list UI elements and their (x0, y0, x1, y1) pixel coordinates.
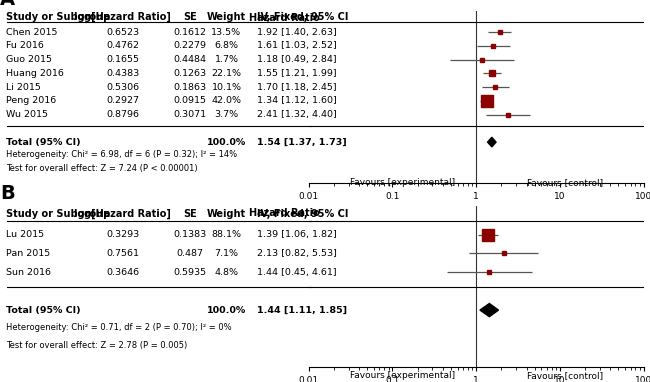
Text: 0.1612: 0.1612 (174, 28, 206, 37)
Text: 2.41 [1.32, 4.40]: 2.41 [1.32, 4.40] (257, 110, 337, 119)
Text: 0.5935: 0.5935 (174, 268, 206, 277)
Text: A: A (1, 0, 16, 9)
Text: 13.5%: 13.5% (211, 28, 242, 37)
Text: 1.39 [1.06, 1.82]: 1.39 [1.06, 1.82] (257, 230, 337, 239)
Text: 0.487: 0.487 (176, 249, 203, 258)
Text: Fu 2016: Fu 2016 (6, 41, 44, 50)
Text: 1.92 [1.40, 2.63]: 1.92 [1.40, 2.63] (257, 28, 337, 37)
Text: 0.6523: 0.6523 (106, 28, 139, 37)
Text: 88.1%: 88.1% (211, 230, 241, 239)
Text: Favours [control]: Favours [control] (527, 371, 604, 380)
Text: log[Hazard Ratio]: log[Hazard Ratio] (74, 12, 171, 22)
Text: 1.44 [0.45, 4.61]: 1.44 [0.45, 4.61] (257, 268, 337, 277)
Text: 0.1655: 0.1655 (106, 55, 139, 64)
Text: 0.4484: 0.4484 (174, 55, 206, 64)
Text: 42.0%: 42.0% (211, 96, 241, 105)
Text: 0.4383: 0.4383 (106, 69, 139, 78)
Text: 0.8796: 0.8796 (106, 110, 139, 119)
Text: Favours [experimental]: Favours [experimental] (350, 178, 456, 187)
Text: 0.3071: 0.3071 (174, 110, 206, 119)
Text: 7.1%: 7.1% (214, 249, 239, 258)
Text: 0.2927: 0.2927 (106, 96, 139, 105)
Text: Peng 2016: Peng 2016 (6, 96, 57, 105)
Text: SE: SE (183, 209, 197, 219)
Text: Total (95% CI): Total (95% CI) (6, 306, 81, 315)
Text: 1.18 [0.49, 2.84]: 1.18 [0.49, 2.84] (257, 55, 337, 64)
Text: 0.2279: 0.2279 (174, 41, 206, 50)
Text: 0.1863: 0.1863 (174, 83, 206, 92)
Text: Weight: Weight (207, 12, 246, 22)
Text: 0.0915: 0.0915 (174, 96, 206, 105)
Text: Huang 2016: Huang 2016 (6, 69, 64, 78)
Text: 6.8%: 6.8% (214, 41, 239, 50)
Text: Test for overall effect: Z = 7.24 (P < 0.00001): Test for overall effect: Z = 7.24 (P < 0… (6, 164, 198, 173)
Text: Heterogeneity: Chi² = 6.98, df = 6 (P = 0.32); I² = 14%: Heterogeneity: Chi² = 6.98, df = 6 (P = … (6, 150, 238, 159)
Text: 0.3293: 0.3293 (106, 230, 139, 239)
Text: 100.0%: 100.0% (207, 138, 246, 147)
Text: Total (95% CI): Total (95% CI) (6, 138, 81, 147)
Polygon shape (480, 303, 499, 317)
Text: 1.44 [1.11, 1.85]: 1.44 [1.11, 1.85] (257, 306, 347, 315)
Text: 4.8%: 4.8% (214, 268, 239, 277)
Text: Lu 2015: Lu 2015 (6, 230, 45, 239)
Text: 0.1263: 0.1263 (174, 69, 206, 78)
Text: IV, Fixed, 95% CI: IV, Fixed, 95% CI (257, 12, 348, 22)
Text: Li 2015: Li 2015 (6, 83, 42, 92)
Text: 0.4762: 0.4762 (106, 41, 139, 50)
Text: 1.34 [1.12, 1.60]: 1.34 [1.12, 1.60] (257, 96, 337, 105)
Text: Pan 2015: Pan 2015 (6, 249, 51, 258)
Text: Heterogeneity: Chi² = 0.71, df = 2 (P = 0.70); I² = 0%: Heterogeneity: Chi² = 0.71, df = 2 (P = … (6, 322, 232, 332)
Text: SE: SE (183, 12, 197, 22)
Text: Study or Subgroup: Study or Subgroup (6, 12, 110, 22)
Text: Guo 2015: Guo 2015 (6, 55, 53, 64)
Text: 10.1%: 10.1% (211, 83, 241, 92)
Text: Hazard Ratio: Hazard Ratio (249, 13, 320, 23)
Text: IV, Fixed, 95% CI: IV, Fixed, 95% CI (257, 209, 348, 219)
Polygon shape (488, 137, 496, 147)
Text: 100.0%: 100.0% (207, 306, 246, 315)
Text: 22.1%: 22.1% (211, 69, 241, 78)
Text: Study or Subgroup: Study or Subgroup (6, 209, 110, 219)
Text: Sun 2016: Sun 2016 (6, 268, 51, 277)
Text: Favours [control]: Favours [control] (527, 178, 604, 187)
Text: B: B (1, 183, 15, 202)
Text: 0.1383: 0.1383 (173, 230, 207, 239)
Text: 3.7%: 3.7% (214, 110, 239, 119)
Text: 1.61 [1.03, 2.52]: 1.61 [1.03, 2.52] (257, 41, 337, 50)
Text: 0.7561: 0.7561 (106, 249, 139, 258)
Text: Favours [experimental]: Favours [experimental] (350, 371, 456, 380)
Text: 1.55 [1.21, 1.99]: 1.55 [1.21, 1.99] (257, 69, 337, 78)
Text: Weight: Weight (207, 209, 246, 219)
Text: 0.3646: 0.3646 (106, 268, 139, 277)
Text: 1.7%: 1.7% (214, 55, 239, 64)
Text: Hazard Ratio: Hazard Ratio (249, 208, 320, 218)
Text: 0.5306: 0.5306 (106, 83, 139, 92)
Text: Chen 2015: Chen 2015 (6, 28, 58, 37)
Text: Wu 2015: Wu 2015 (6, 110, 49, 119)
Text: Test for overall effect: Z = 2.78 (P = 0.005): Test for overall effect: Z = 2.78 (P = 0… (6, 342, 188, 350)
Text: 1.70 [1.18, 2.45]: 1.70 [1.18, 2.45] (257, 83, 337, 92)
Text: 1.54 [1.37, 1.73]: 1.54 [1.37, 1.73] (257, 138, 346, 147)
Text: 2.13 [0.82, 5.53]: 2.13 [0.82, 5.53] (257, 249, 337, 258)
Text: log[Hazard Ratio]: log[Hazard Ratio] (74, 209, 171, 219)
